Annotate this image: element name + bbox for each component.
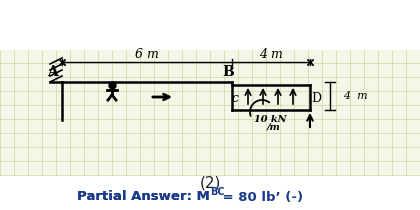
Text: 4 m: 4 m <box>259 49 283 62</box>
Text: B: B <box>222 65 234 79</box>
Text: A: A <box>47 65 58 79</box>
Text: Partial Answer: M: Partial Answer: M <box>77 190 210 203</box>
Text: BC: BC <box>210 187 225 197</box>
FancyBboxPatch shape <box>0 50 420 175</box>
Text: D: D <box>311 92 321 105</box>
Text: 4  m: 4 m <box>343 91 368 101</box>
Text: = 80 lb’ (-): = 80 lb’ (-) <box>218 190 303 203</box>
Text: (2): (2) <box>200 176 221 190</box>
Text: 10 kN: 10 kN <box>254 115 286 124</box>
Text: c: c <box>231 92 239 105</box>
Text: /m: /m <box>267 123 281 132</box>
Text: 6 m: 6 m <box>135 49 159 62</box>
Text: Partial Answer: M: Partial Answer: M <box>77 190 210 203</box>
